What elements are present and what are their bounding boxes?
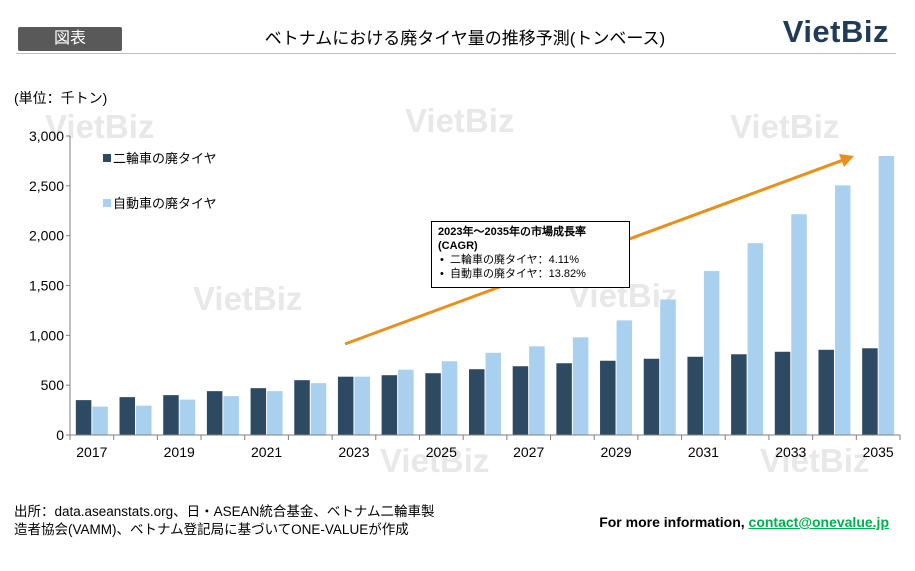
bar-car-2017 bbox=[92, 406, 108, 435]
bar-motorcycle-2029 bbox=[600, 360, 616, 435]
bar-car-2020 bbox=[223, 396, 239, 435]
bar-motorcycle-2031 bbox=[687, 356, 703, 435]
y-tick-label: 2,500 bbox=[29, 178, 64, 194]
x-tick-label: 2025 bbox=[426, 444, 457, 460]
bar-car-2018 bbox=[136, 405, 152, 435]
bar-car-2027 bbox=[529, 346, 545, 435]
vietbiz-logo: VietBiz bbox=[782, 14, 889, 49]
watermark-text: VietBiz bbox=[730, 108, 839, 145]
cagr-item-car: • 自動車の廃タイヤ：13.82% bbox=[440, 268, 586, 280]
bar-car-2033 bbox=[791, 214, 807, 435]
bar-motorcycle-2020 bbox=[206, 391, 223, 435]
bar-motorcycle-2028 bbox=[556, 363, 572, 435]
bar-motorcycle-2018 bbox=[119, 397, 136, 435]
bar-motorcycle-2032 bbox=[731, 354, 747, 435]
contact-info: For more information, contact@onevalue.j… bbox=[599, 514, 889, 530]
source-note: 出所：data.aseanstats.org、日・ASEAN統合基金、ベトナム二… bbox=[14, 504, 435, 537]
legend-label: 自動車の廃タイヤ bbox=[113, 196, 217, 211]
bar-car-2031 bbox=[703, 271, 720, 435]
x-tick-label: 2023 bbox=[338, 444, 369, 460]
bar-motorcycle-2026 bbox=[469, 369, 485, 435]
y-tick-label: 3,000 bbox=[29, 128, 64, 144]
x-tick-label: 2031 bbox=[688, 444, 719, 460]
x-tick-label: 2029 bbox=[600, 444, 631, 460]
bar-car-2023 bbox=[354, 376, 370, 435]
bar-car-2030 bbox=[660, 299, 676, 435]
bar-car-2021 bbox=[267, 391, 283, 435]
x-tick-label: 2017 bbox=[76, 444, 107, 460]
y-tick-label: 500 bbox=[41, 377, 65, 393]
watermark-text: VietBiz bbox=[405, 102, 514, 139]
bar-car-2034 bbox=[834, 185, 851, 435]
figure-badge: 図表 bbox=[18, 27, 122, 51]
unit-label: (単位：千トン) bbox=[14, 90, 108, 106]
x-tick-label: 2019 bbox=[164, 444, 195, 460]
legend-label: 二輪車の廃タイヤ bbox=[113, 151, 217, 166]
bar-car-2028 bbox=[572, 337, 589, 435]
bar-motorcycle-2027 bbox=[512, 366, 529, 435]
y-tick-label: 0 bbox=[56, 427, 64, 443]
legend-swatch bbox=[103, 154, 111, 162]
y-tick-label: 1,500 bbox=[29, 278, 64, 294]
bar-car-2032 bbox=[747, 243, 764, 435]
bar-motorcycle-2030 bbox=[643, 358, 660, 435]
watermark-text: VietBiz bbox=[380, 442, 489, 479]
x-tick-label: 2021 bbox=[251, 444, 282, 460]
bar-motorcycle-2035 bbox=[862, 348, 878, 435]
bar-car-2029 bbox=[616, 320, 633, 435]
bar-car-2022 bbox=[310, 383, 327, 435]
bar-motorcycle-2024 bbox=[381, 375, 398, 435]
watermark-text: VietBiz bbox=[193, 280, 302, 317]
bar-motorcycle-2034 bbox=[818, 349, 834, 435]
bar-car-2035 bbox=[878, 155, 895, 435]
y-tick-label: 1,000 bbox=[29, 327, 64, 343]
x-tick-label: 2033 bbox=[775, 444, 806, 460]
cagr-annotation-box: 2023年～2035年の市場成長率 (CAGR) • 二輪車の廃タイヤ：4.11… bbox=[431, 221, 630, 288]
bar-motorcycle-2025 bbox=[425, 373, 441, 435]
bar-car-2025 bbox=[441, 361, 458, 435]
legend-swatch bbox=[103, 199, 111, 207]
growth-arrow-head bbox=[839, 154, 854, 167]
header-divider bbox=[16, 53, 896, 54]
watermark-text: VietBiz bbox=[760, 442, 869, 479]
y-tick-label: 2,000 bbox=[29, 228, 64, 244]
bar-car-2026 bbox=[485, 352, 501, 435]
bar-motorcycle-2021 bbox=[250, 388, 267, 435]
watermark-text: VietBiz bbox=[45, 108, 154, 145]
bar-car-2019 bbox=[179, 399, 196, 435]
bar-motorcycle-2022 bbox=[294, 380, 310, 435]
bar-car-2024 bbox=[398, 369, 414, 435]
bar-motorcycle-2023 bbox=[337, 376, 354, 435]
bar-motorcycle-2017 bbox=[75, 400, 92, 435]
contact-email-link[interactable]: contact@onevalue.jp bbox=[748, 514, 889, 530]
bar-motorcycle-2019 bbox=[163, 395, 179, 435]
cagr-title: 2023年～2035年の市場成長率 bbox=[438, 226, 586, 238]
bar-motorcycle-2033 bbox=[774, 351, 791, 435]
x-tick-label: 2027 bbox=[513, 444, 544, 460]
x-tick-label: 2035 bbox=[863, 444, 894, 460]
page-title: ベトナムにおける廃タイヤ量の推移予測(トンベース) bbox=[264, 29, 666, 48]
cagr-subtitle: (CAGR) bbox=[438, 240, 478, 252]
cagr-item-motorcycle: • 二輪車の廃タイヤ：4.11% bbox=[440, 254, 580, 266]
